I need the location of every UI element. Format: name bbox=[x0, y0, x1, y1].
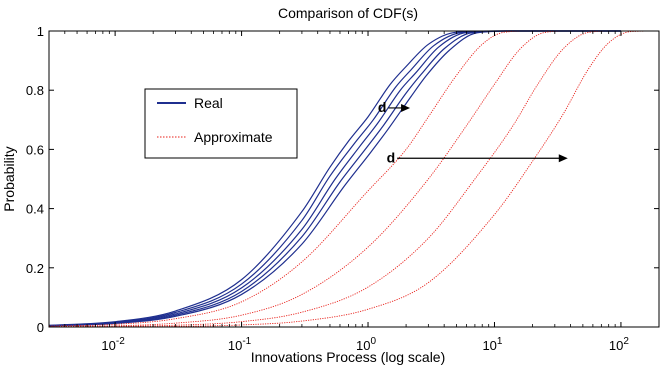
x-tick-label-2: 10-1 bbox=[228, 336, 252, 353]
x-tick-label-4: 101 bbox=[482, 336, 502, 353]
y-axis-label: Probability bbox=[1, 146, 17, 211]
real-cdf-line-2 bbox=[48, 30, 621, 327]
x-tick-label-1: 10-2 bbox=[101, 336, 125, 353]
x-axis-label: Innovations Process (log scale) bbox=[251, 349, 446, 365]
approximate-cdf-line-6 bbox=[48, 30, 659, 327]
approximate-cdf-line-8 bbox=[48, 30, 659, 328]
legend-box bbox=[144, 88, 298, 159]
y-tick-label-6: 1 bbox=[37, 24, 44, 39]
annotation-arrow-head-2 bbox=[558, 154, 568, 163]
series-layer bbox=[48, 30, 660, 328]
y-tick-label-3: 0.4 bbox=[26, 202, 44, 217]
annotation-arrow-head-1 bbox=[401, 103, 411, 112]
real-cdf-line-3 bbox=[48, 30, 621, 327]
x-tick-label-5: 102 bbox=[609, 336, 629, 353]
approximate-cdf-line-7 bbox=[48, 30, 659, 328]
y-tick-label-4: 0.6 bbox=[26, 142, 44, 157]
annotation-label-2: d bbox=[387, 149, 396, 165]
legend-label-real: Real bbox=[194, 95, 223, 111]
annotation-label-1: d bbox=[378, 99, 387, 115]
approximate-cdf-line-9 bbox=[48, 30, 660, 328]
legend-label-approximate: Approximate bbox=[194, 129, 273, 145]
real-cdf-line-5 bbox=[48, 30, 621, 327]
y-tick-label-5: 0.8 bbox=[26, 83, 44, 98]
chart-title: Comparison of CDF(s) bbox=[278, 5, 418, 21]
real-cdf-line-1 bbox=[48, 30, 621, 326]
legend: Real Approximate bbox=[144, 88, 298, 159]
y-tick-label-2: 0.2 bbox=[26, 261, 44, 276]
plot-frame bbox=[48, 30, 660, 328]
real-cdf-line-4 bbox=[48, 30, 621, 327]
annotations-layer: dd bbox=[378, 99, 568, 165]
y-tick-label-1: 0 bbox=[37, 320, 44, 335]
